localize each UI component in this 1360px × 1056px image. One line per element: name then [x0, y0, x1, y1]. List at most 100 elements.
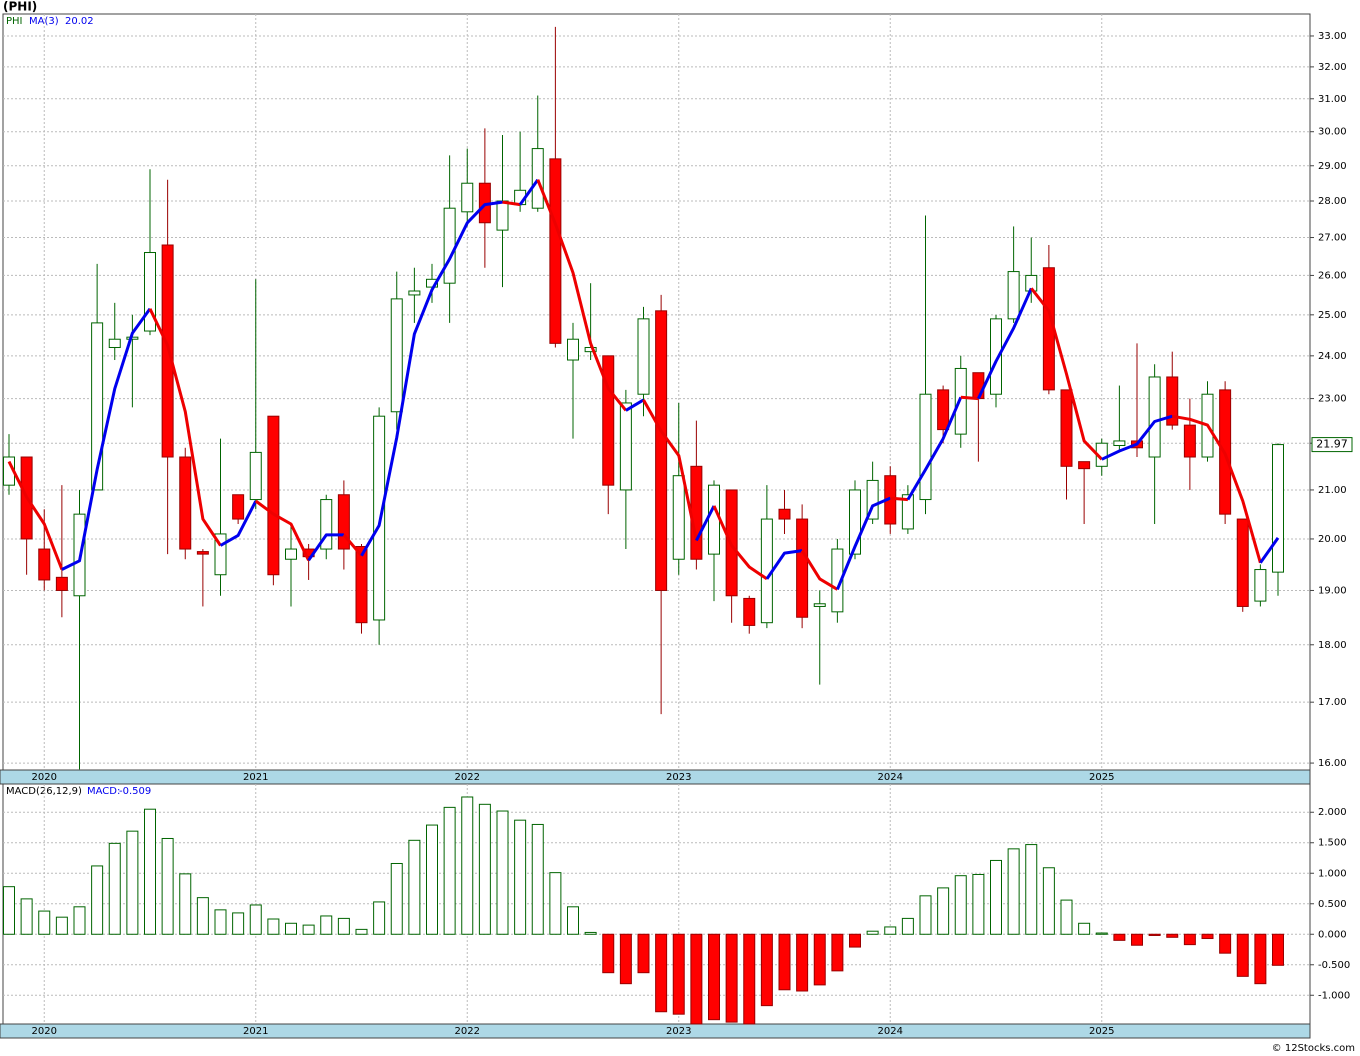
candle-body: [602, 355, 615, 486]
macd-bar: [602, 933, 615, 974]
macd-bar: [390, 862, 403, 935]
candle-body: [954, 367, 967, 435]
ma-line: [536, 179, 628, 412]
candle-body: [267, 415, 280, 576]
candle-body: [443, 207, 456, 284]
macd-bar: [619, 933, 632, 985]
macd-bar: [990, 859, 1002, 935]
macd-title: MACD(26,12,9): [6, 786, 82, 797]
candle-body: [285, 548, 297, 560]
ma-line: [518, 178, 540, 206]
macd-bar: [426, 824, 438, 935]
ma-line: [765, 549, 803, 580]
candle-body: [655, 310, 668, 591]
price-tag: [1311, 437, 1353, 453]
y-tick-label: 17.00: [1318, 697, 1347, 708]
y-tick-label: 18.00: [1318, 640, 1347, 651]
candle-body: [91, 322, 104, 491]
ma-line: [7, 460, 64, 571]
ma-line: [642, 399, 698, 541]
candle-body: [390, 298, 403, 413]
candle-body: [866, 479, 879, 520]
macd-bar: [1131, 933, 1143, 946]
y-tick-label: 20.00: [1318, 534, 1347, 545]
macd-bar: [831, 933, 844, 972]
macd-bar: [1201, 933, 1214, 940]
macd-bar: [1254, 933, 1267, 985]
candle-body: [919, 393, 932, 501]
x-tick-label: 2024: [878, 1026, 903, 1037]
chart-title: (PHI): [3, 0, 37, 14]
candle-body: [461, 182, 474, 213]
macd-value: -0.509: [119, 786, 151, 797]
macd-bar: [708, 933, 720, 1021]
macd-bar: [778, 933, 791, 991]
macd-bar: [373, 901, 386, 935]
ma-line: [254, 499, 310, 561]
macd-bar: [1095, 932, 1108, 935]
macd-bar: [1007, 848, 1020, 935]
candle-body: [937, 389, 950, 431]
macd-bar: [937, 887, 950, 935]
macd-bar: [1078, 922, 1091, 935]
macd-bar: [1148, 933, 1161, 936]
macd-bar: [144, 808, 156, 935]
candle-body: [408, 290, 421, 296]
macd-bar: [196, 897, 209, 935]
macd-bar: [478, 803, 491, 935]
macd-bar: [1219, 933, 1232, 954]
macd-bar: [285, 922, 297, 935]
x-tick-label: 2021: [243, 1026, 268, 1037]
candle-body: [1078, 461, 1091, 470]
candle-body: [1272, 444, 1284, 573]
legend-symbol: PHI: [6, 16, 23, 27]
macd-bar: [972, 873, 985, 935]
y-tick-label: 0.000: [1318, 929, 1347, 940]
macd-name: MACD:: [87, 786, 120, 797]
candle-body: [108, 338, 121, 348]
x-tick-label: 2021: [243, 772, 268, 783]
macd-bar: [584, 931, 597, 935]
macd-bar: [3, 886, 15, 935]
candle-body: [743, 597, 756, 626]
candle-body: [831, 548, 844, 613]
macd-bar: [179, 873, 192, 935]
candle-body: [1254, 569, 1267, 602]
candle-body: [813, 603, 826, 607]
y-tick-label: 31.00: [1318, 94, 1347, 105]
y-tick-label: 24.00: [1318, 351, 1347, 362]
candle-body: [1007, 271, 1020, 320]
candle-body: [249, 451, 262, 501]
candle-body: [1060, 389, 1073, 467]
macd-bar: [760, 933, 773, 1007]
y-tick-label: 16.00: [1318, 758, 1347, 769]
candle-body: [990, 318, 1002, 395]
candle-body: [496, 200, 509, 231]
macd-bar: [1183, 933, 1196, 946]
macd-bar: [1042, 867, 1055, 935]
x-axis-band: [0, 1023, 1311, 1039]
ma-line: [836, 496, 891, 590]
macd-bar: [549, 872, 562, 935]
macd-bar: [1113, 933, 1126, 941]
candle-body: [567, 338, 579, 361]
macd-bar: [320, 915, 333, 935]
x-tick-label: 2020: [32, 1026, 57, 1037]
candle-body: [1148, 376, 1161, 458]
ma-line: [360, 200, 503, 557]
candle-body: [549, 158, 562, 344]
candle-body: [849, 489, 861, 555]
x-tick-label: 2024: [878, 772, 903, 783]
macd-bar: [849, 933, 861, 948]
candle-body: [1236, 518, 1249, 607]
y-tick-label: 21.00: [1318, 485, 1347, 496]
y-tick-label: 19.00: [1318, 585, 1347, 596]
candle-body: [38, 548, 51, 581]
macd-bar: [38, 910, 51, 935]
ma-line: [307, 533, 344, 562]
y-tick-label: 2.000: [1318, 807, 1347, 818]
candle-body: [901, 494, 914, 530]
y-tick-label: 25.00: [1318, 310, 1347, 321]
y-tick-label: 0.500: [1318, 899, 1347, 910]
